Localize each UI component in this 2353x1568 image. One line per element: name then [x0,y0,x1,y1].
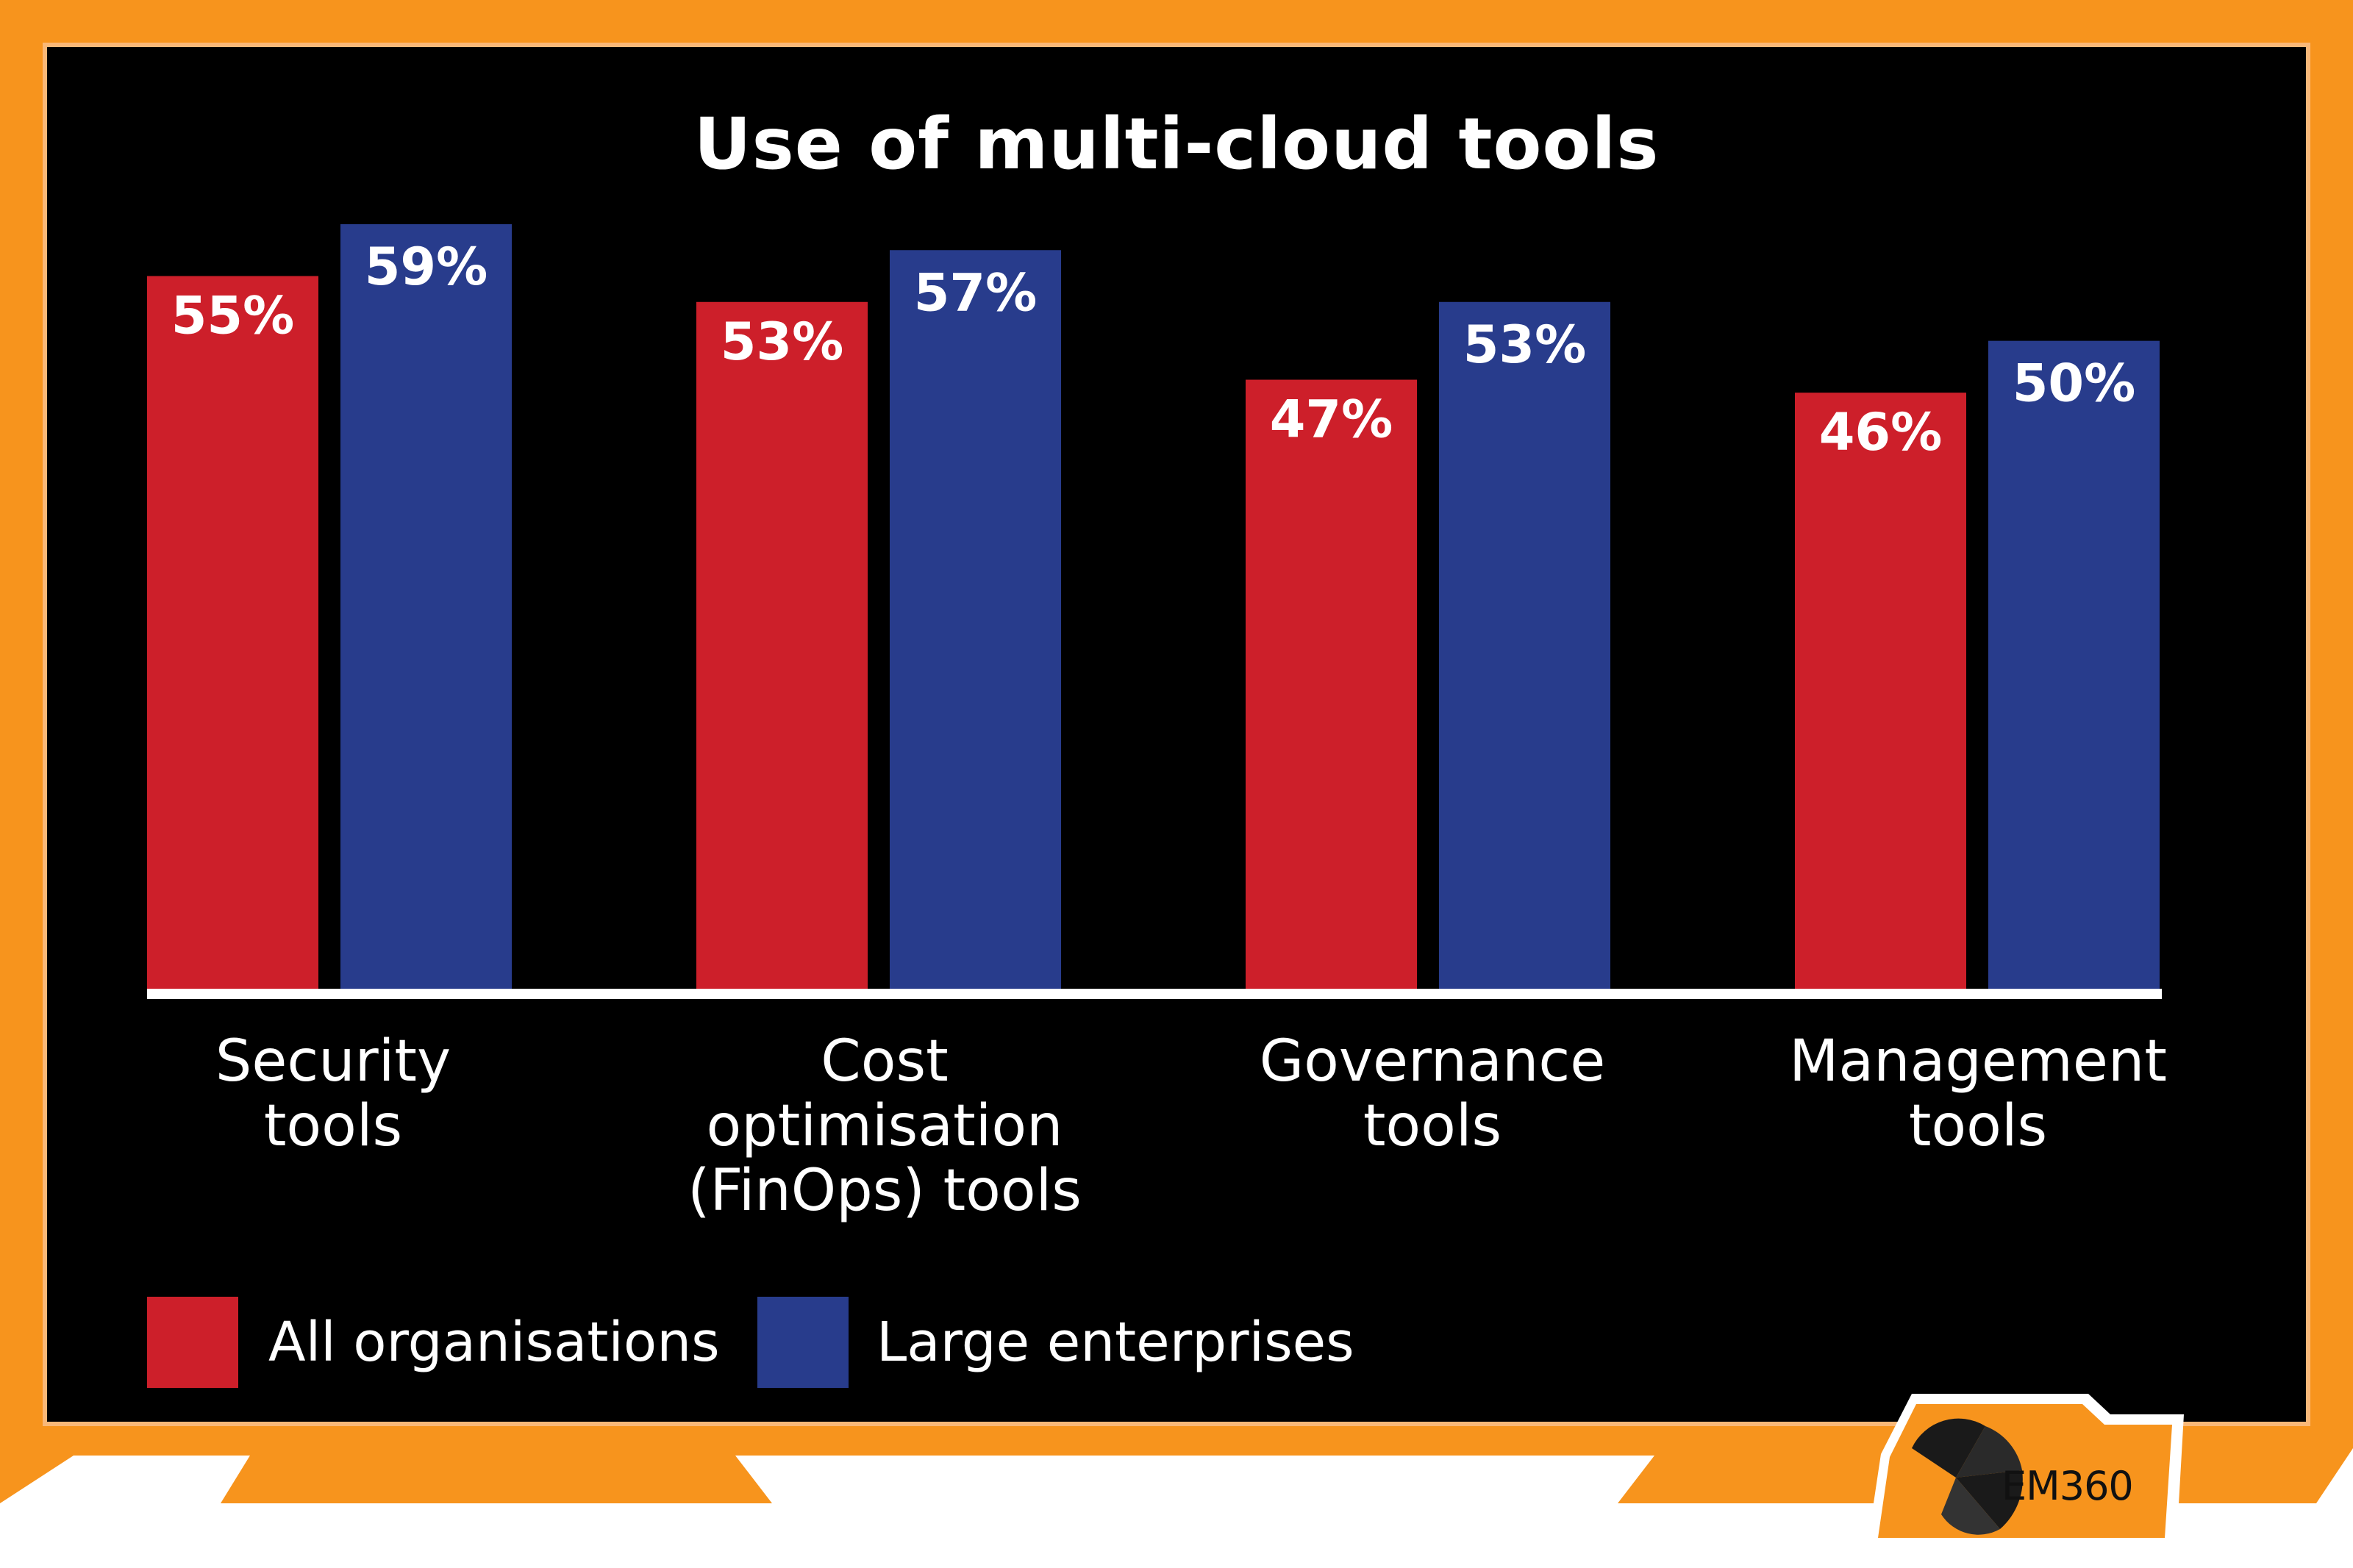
bar-value-label: 50% [2013,354,2136,414]
bar-all-orgs-1 [696,301,868,989]
legend-swatch [757,1297,849,1388]
bar-value-label: 57% [914,262,1038,323]
bar-all-orgs-0 [147,276,318,989]
brand-logo [1868,1394,2184,1542]
bar-value-label: 46% [1819,402,1943,462]
bars-group: 55% 59% 53% 57% 47% 53% 46% 50% [147,224,2160,989]
bar-value-label: 55% [171,286,295,346]
bar-large-ent-1 [890,250,1061,989]
legend-label: All organisations [268,1311,720,1374]
bar-large-ent-0 [340,224,512,989]
spiral-shell-icon [1912,1418,2023,1535]
bar-all-orgs-3 [1795,393,1966,989]
category-label: Governance tools [1259,1028,1606,1159]
bar-value-label: 47% [1270,390,1393,450]
category-label: Management tools [1789,1028,2167,1159]
category-label: Cost optimisation (FinOps) tools [688,1028,1082,1224]
category-label: Security tools [215,1028,451,1159]
chart-title: Use of multi-cloud tools [693,103,1660,185]
bar-value-label: 53% [1463,315,1587,375]
bar-value-label: 53% [721,312,844,372]
bar-all-orgs-2 [1246,379,1417,989]
bar-large-ent-3 [1988,340,2160,989]
bar-large-ent-2 [1439,301,1610,989]
legend-label: Large enterprises [876,1311,1354,1374]
logo-wordmark: EM360 [2002,1463,2134,1509]
legend-swatch [147,1297,238,1388]
bar-value-label: 59% [365,237,488,297]
